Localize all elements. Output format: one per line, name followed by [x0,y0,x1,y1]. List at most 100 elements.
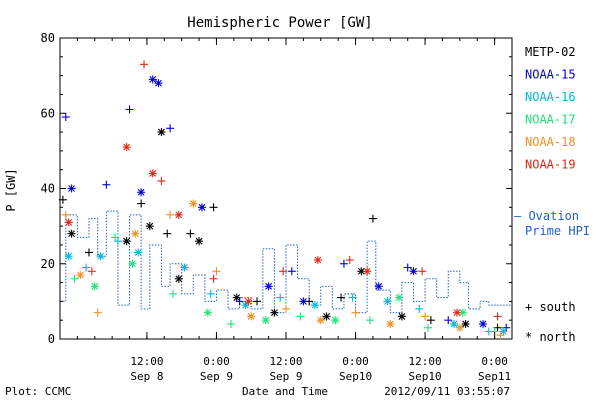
data-point-south [421,312,430,321]
x-axis-label: Date and Time [242,385,328,398]
data-point-south [125,105,134,114]
data-point-north [316,316,325,325]
data-point-north [409,267,418,276]
data-point-north [64,218,73,227]
data-point-south [444,316,453,325]
marker-stroke [91,282,99,290]
data-point-south [345,255,354,264]
data-point-north [455,323,464,332]
data-point-south [337,293,346,302]
data-point-south [282,304,290,313]
marker-stroke [233,294,241,302]
marker-stroke [386,320,394,328]
data-point-north [363,267,372,276]
data-point-north [174,274,183,283]
data-point-north [313,255,322,264]
data-point-south [279,267,288,276]
x-tick-date-label: Sep11 [478,370,511,383]
marker-stroke [311,301,319,309]
marker-stroke [175,211,183,219]
legend-series-label: NOAA-17 [525,113,576,127]
data-point-north [310,301,319,310]
legend-ovation-label: — Ovation [514,209,579,223]
marker-stroke [204,309,212,317]
data-point-south [235,297,244,306]
y-tick-label: 60 [41,106,55,120]
marker-stroke [68,230,75,238]
marker-stroke [76,271,84,279]
data-point-south [403,263,412,272]
data-point-south [163,229,172,238]
data-point-north [374,282,383,291]
data-point-south [209,274,218,283]
marker-stroke [175,275,183,283]
marker-stroke [456,324,464,332]
x-tick-date-label: Sep10 [339,370,372,383]
ovation-hpi-line [60,210,512,314]
marker-stroke [375,282,383,290]
x-tick-label: 0:00 [203,355,230,368]
data-point-north [128,259,137,268]
data-point-south [339,259,348,268]
ovation-layer [60,210,512,314]
chart-title: Hemispheric Power [GW] [187,15,372,31]
marker-stroke [459,309,467,317]
marker-stroke [299,297,307,305]
marker-stroke [271,309,278,317]
data-point-south [157,176,166,185]
x-tick-date-label: Sep 8 [130,370,163,383]
data-point-south [84,248,93,257]
data-point-north [180,263,189,272]
data-point-south [426,316,435,325]
data-point-south [209,203,218,212]
marker-stroke [462,320,470,328]
x-tick-label: 12:00 [130,355,163,368]
marker-stroke [384,297,391,305]
data-point-south [493,312,502,321]
data-point-south [166,210,175,219]
marker-stroke [123,143,131,151]
marker-stroke [262,316,270,324]
x-tick-label: 12:00 [269,355,302,368]
data-point-north [67,229,76,238]
marker-stroke [242,301,249,309]
data-point-north [299,297,308,306]
x-tick-date-label: Sep 9 [269,370,302,383]
marker-stroke [450,320,458,328]
data-point-south [212,267,221,276]
marker-stroke [181,264,188,271]
x-tick-date-label: Sep10 [409,370,442,383]
data-point-south [496,331,505,340]
y-tick-label: 0 [48,332,55,346]
legend-series-label: NOAA-15 [525,68,576,82]
data-point-south [61,113,70,122]
marker-stroke [137,188,145,196]
data-point-north [322,312,331,321]
data-point-north [203,308,212,317]
marker-stroke [97,252,104,260]
marker-stroke [198,203,206,211]
marker-stroke [149,75,157,83]
marker-stroke [129,260,136,268]
data-point-north [145,222,154,231]
data-point-south [140,60,149,69]
y-tick-label: 40 [41,182,55,196]
marker-stroke [123,237,131,245]
footer-timestamp: 2012/09/11 03:55:07 [384,385,510,398]
data-point-south [82,263,91,272]
axes-layer: 0 20 40 60 80 12:00 Sep 8 0:00 Sep 9 12:00 Sep 9 0:… [41,31,513,383]
data-point-north [64,252,73,261]
legend-series-label: NOAA-16 [525,90,576,104]
data-point-south [423,323,432,332]
legend-series-label: NOAA-18 [525,135,576,149]
footer-plot-by: Plot: CCMC [5,385,71,398]
data-point-north [479,319,488,328]
data-point-north [383,297,392,306]
marker-stroke [323,313,330,320]
marker-stroke [314,256,322,264]
marker-stroke [244,297,252,305]
x-tick-label: 0:00 [342,355,369,368]
legend-series-label: METP-02 [525,45,576,59]
marker-stroke [247,313,255,320]
data-point-south [102,180,111,189]
